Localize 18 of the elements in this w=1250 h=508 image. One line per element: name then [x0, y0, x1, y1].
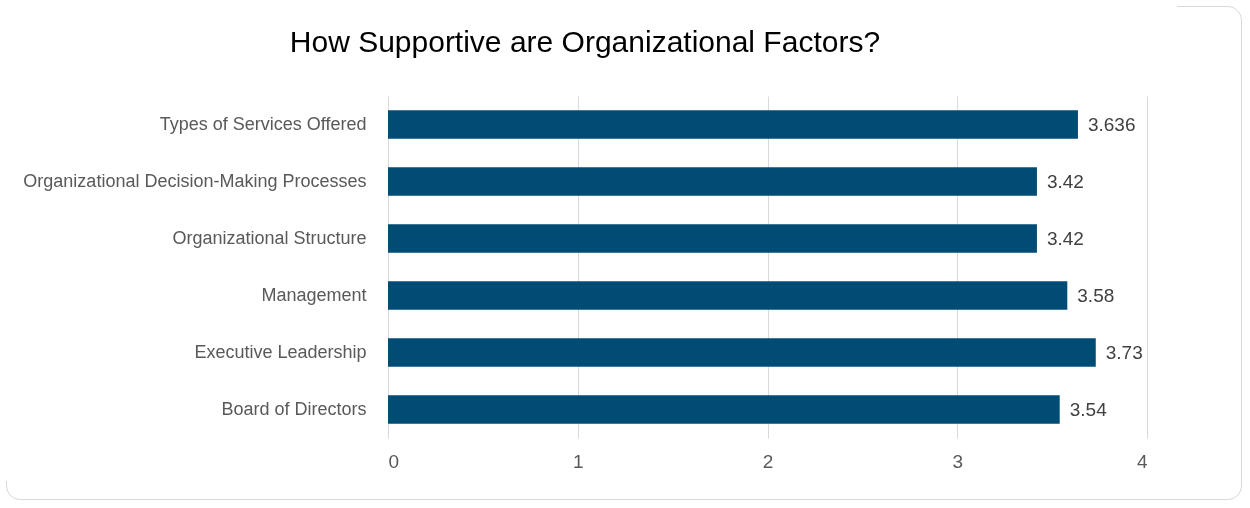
- data-label: 3.42: [1046, 170, 1084, 192]
- data-label: 3.42: [1046, 227, 1084, 249]
- x-tick-label: 3: [952, 450, 964, 472]
- x-tick-label: 2: [762, 450, 774, 472]
- y-tick-label: Executive Leadership: [194, 341, 367, 362]
- x-tick-label: 0: [388, 450, 400, 472]
- x-tick-label: 1: [572, 450, 584, 472]
- data-label: 3.73: [1105, 341, 1143, 363]
- data-label: 3.54: [1069, 398, 1108, 420]
- y-tick-label: Board of Directors: [221, 398, 367, 419]
- chart-title: How Supportive are Organizational Factors?: [289, 25, 881, 58]
- data-label: 3.58: [1077, 284, 1115, 306]
- x-tick-label: 4: [1136, 450, 1148, 472]
- data-label: 3.636: [1087, 113, 1136, 135]
- y-tick-label: Types of Services Offered: [159, 113, 367, 134]
- y-tick-label: Management: [261, 284, 367, 305]
- y-tick-label: Organizational Structure: [172, 227, 367, 248]
- y-tick-label: Organizational Decision-Making Processes: [23, 170, 367, 191]
